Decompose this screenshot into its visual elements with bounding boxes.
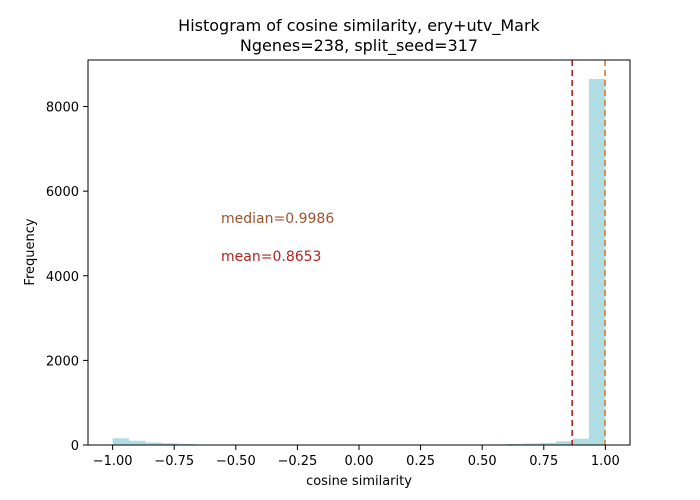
- y-axis-ticks: 0 2000 4000 6000 8000: [46, 101, 88, 454]
- x-axis-label: cosine similarity: [306, 474, 412, 489]
- histogram-bar: [556, 441, 573, 445]
- histogram-bar: [178, 443, 195, 445]
- x-tick-label: −1.00: [93, 454, 133, 469]
- x-tick-label: −0.75: [154, 454, 194, 469]
- y-tick-label: 8000: [46, 101, 79, 116]
- reference-lines: [571, 60, 606, 445]
- annotation-1: mean=0.8653: [221, 249, 321, 265]
- x-tick-label: 1.00: [591, 454, 620, 469]
- x-tick-label: 0.00: [345, 454, 374, 469]
- plot-frame: [87, 59, 631, 446]
- x-axis-ticks: −1.00 −0.75 −0.50 −0.25 0.00 0.25 0.50 0.75 1.00: [93, 445, 620, 469]
- histogram-bar: [161, 443, 179, 445]
- histogram-bar: [112, 438, 130, 445]
- x-tick-label: −0.25: [277, 454, 317, 469]
- histogram-bar: [129, 440, 146, 445]
- y-axis-label: Frequency: [23, 218, 38, 285]
- x-tick-label: 0.25: [406, 454, 435, 469]
- y-tick-label: 4000: [46, 270, 79, 285]
- histogram-bar: [506, 443, 524, 445]
- histogram-bar: [539, 442, 557, 445]
- x-tick-label: 0.50: [468, 454, 497, 469]
- y-tick-label: 0: [71, 439, 79, 454]
- histogram-bar: [588, 79, 606, 446]
- histogram-bar: [145, 442, 162, 445]
- y-tick-label: 2000: [46, 354, 79, 369]
- x-tick-label: 0.75: [529, 454, 558, 469]
- chart-title-line1: Histogram of cosine similarity, ery+utv_…: [178, 16, 540, 36]
- histogram-bars: [112, 79, 606, 446]
- chart-title-line2: Ngenes=238, split_seed=317: [240, 36, 478, 56]
- annotations: median=0.9986 mean=0.8653: [221, 211, 334, 265]
- histogram-bar: [572, 438, 589, 445]
- histogram-bar: [523, 443, 540, 445]
- annotation-0: median=0.9986: [221, 211, 334, 227]
- y-tick-label: 6000: [46, 185, 79, 200]
- x-tick-label: −0.50: [216, 454, 256, 469]
